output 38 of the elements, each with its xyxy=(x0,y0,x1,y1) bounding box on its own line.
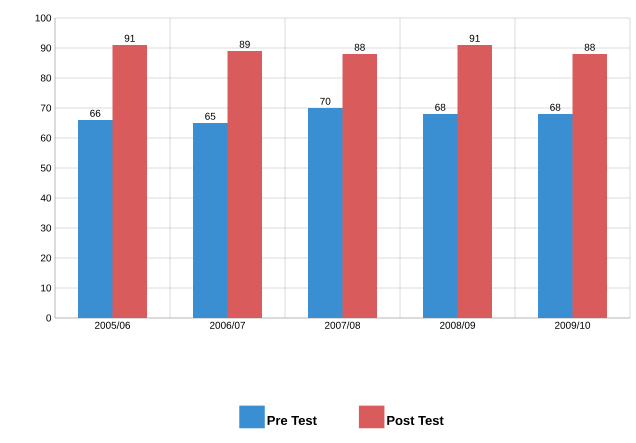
data-label: 68 xyxy=(435,104,446,111)
data-label: 91 xyxy=(470,34,480,42)
data-label: 88 xyxy=(354,44,365,51)
x-tick-label: 2007/08 xyxy=(325,322,360,329)
x-tick-label: 2006/07 xyxy=(210,322,246,329)
data-label: 91 xyxy=(124,34,135,42)
bar xyxy=(78,120,113,318)
data-label: 88 xyxy=(584,44,595,51)
data-label: 68 xyxy=(550,104,560,111)
bar xyxy=(572,54,608,318)
bar xyxy=(458,44,492,318)
x-tick-label: 2009/10 xyxy=(555,322,590,329)
bar xyxy=(342,54,378,318)
data-label: 70 xyxy=(320,98,330,105)
data-label: 89 xyxy=(240,40,250,48)
data-label: 66 xyxy=(90,110,100,117)
y-tick-label: 60 xyxy=(40,134,52,142)
y-tick-label: 80 xyxy=(40,74,52,82)
x-tick-label: 2008/09 xyxy=(440,322,476,329)
legend-label: Pre Test xyxy=(268,416,317,426)
bar xyxy=(538,114,573,318)
y-tick-label: 10 xyxy=(41,284,52,292)
bar xyxy=(112,44,147,318)
y-tick-label: 0 xyxy=(46,314,52,322)
bar xyxy=(308,108,343,318)
bar xyxy=(228,50,262,318)
y-tick-label: 100 xyxy=(36,14,52,22)
y-tick-label: 40 xyxy=(40,194,52,202)
y-tick-label: 50 xyxy=(40,164,52,172)
data-label: 65 xyxy=(205,112,216,120)
y-tick-label: 20 xyxy=(40,254,52,262)
legend-label: Post Test xyxy=(387,416,444,426)
y-tick-label: 70 xyxy=(40,104,52,112)
y-tick-label: 90 xyxy=(40,44,52,52)
bar xyxy=(423,114,458,318)
bar xyxy=(193,122,228,318)
y-tick-label: 30 xyxy=(40,224,52,232)
x-tick-label: 2005/06 xyxy=(94,322,130,329)
